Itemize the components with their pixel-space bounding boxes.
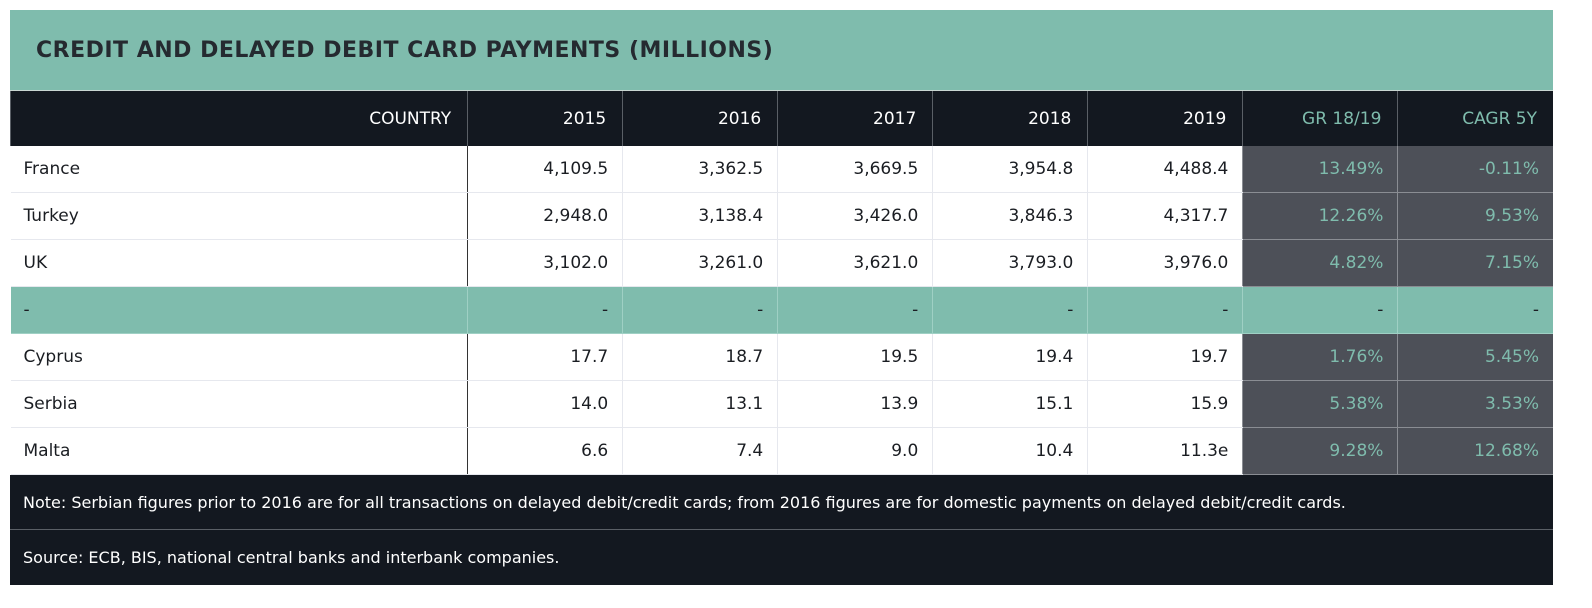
value-cell: 13.9 [777, 380, 933, 428]
value-cell: - [932, 286, 1088, 334]
table-title: CREDIT AND DELAYED DEBIT CARD PAYMENTS (… [10, 10, 1553, 91]
value-cell: 3,669.5 [777, 146, 933, 193]
growth-cell: 9.53% [1397, 192, 1553, 240]
value-cell: 4,488.4 [1087, 146, 1243, 193]
table-row: Cyprus 17.7 18.7 19.5 19.4 19.7 1.76% 5.45% [10, 333, 1553, 381]
value-cell: 15.9 [1087, 380, 1243, 428]
value-cell: 19.5 [777, 333, 933, 381]
value-cell: - [777, 286, 933, 334]
value-cell: 3,846.3 [932, 192, 1088, 240]
country-cell: - [10, 286, 468, 334]
value-cell: - [1087, 286, 1243, 334]
column-header: COUNTRY [9, 91, 468, 146]
value-cell: 14.0 [467, 380, 623, 428]
column-header: 2016 [622, 91, 778, 146]
value-cell: 7.4 [622, 427, 778, 475]
value-cell: 3,362.5 [622, 146, 778, 193]
table-row: France 4,109.5 3,362.5 3,669.5 3,954.8 4,488.… [10, 146, 1553, 193]
header-row: COUNTRY 2015 2016 2017 2018 2019 GR 18/19 CAGR … [9, 91, 1553, 146]
column-header: 2017 [777, 91, 933, 146]
value-cell: 3,954.8 [932, 146, 1088, 193]
column-header: 2015 [467, 91, 623, 146]
growth-cell: 7.15% [1397, 239, 1553, 287]
value-cell: 4,109.5 [467, 146, 623, 193]
country-cell: UK [10, 239, 468, 287]
divider-row: -------- [10, 286, 1553, 334]
table-row: Malta 6.6 7.4 9.0 10.4 11.3e 9.28% 12.68% [10, 427, 1553, 475]
table-row: Turkey 2,948.0 3,138.4 3,426.0 3,846.3 4,317.… [10, 192, 1553, 240]
table-note: Note: Serbian figures prior to 2016 are … [10, 475, 1553, 530]
value-cell: 3,621.0 [777, 239, 933, 287]
value-cell: 17.7 [467, 333, 623, 381]
growth-cell: 12.68% [1397, 427, 1553, 475]
growth-cell: - [1397, 286, 1553, 334]
table-row: Serbia 14.0 13.1 13.9 15.1 15.9 5.38% 3.53% [10, 380, 1553, 428]
value-cell: - [467, 286, 623, 334]
growth-cell: 9.28% [1242, 427, 1398, 475]
value-cell: 6.6 [467, 427, 623, 475]
table-source: Source: ECB, BIS, national central banks… [10, 530, 1553, 585]
column-header: GR 18/19 [1242, 91, 1398, 146]
value-cell: 10.4 [932, 427, 1088, 475]
value-cell: 3,426.0 [777, 192, 933, 240]
value-cell: 3,102.0 [467, 239, 623, 287]
growth-cell: 5.45% [1397, 333, 1553, 381]
growth-cell: - [1242, 286, 1398, 334]
value-cell: 3,138.4 [622, 192, 778, 240]
column-header: 2019 [1087, 91, 1243, 146]
value-cell: 4,317.7 [1087, 192, 1243, 240]
table-row: UK 3,102.0 3,261.0 3,621.0 3,793.0 3,976.0 4.8… [10, 239, 1553, 287]
growth-cell: 3.53% [1397, 380, 1553, 428]
country-cell: Malta [10, 427, 468, 475]
value-cell: 19.4 [932, 333, 1088, 381]
value-cell: 15.1 [932, 380, 1088, 428]
growth-cell: -0.11% [1397, 146, 1553, 193]
growth-cell: 5.38% [1242, 380, 1398, 428]
country-cell: Cyprus [10, 333, 468, 381]
value-cell: 9.0 [777, 427, 933, 475]
value-cell: - [622, 286, 778, 334]
value-cell: 3,793.0 [932, 239, 1088, 287]
value-cell: 3,261.0 [622, 239, 778, 287]
country-cell: Serbia [10, 380, 468, 428]
country-cell: France [10, 146, 468, 193]
column-header: CAGR 5Y [1397, 91, 1553, 146]
value-cell: 2,948.0 [467, 192, 623, 240]
value-cell: 3,976.0 [1087, 239, 1243, 287]
value-cell: 19.7 [1087, 333, 1243, 381]
payments-table-card: CREDIT AND DELAYED DEBIT CARD PAYMENTS (… [9, 10, 1553, 585]
value-cell: 13.1 [622, 380, 778, 428]
growth-cell: 13.49% [1242, 146, 1398, 193]
growth-cell: 1.76% [1242, 333, 1398, 381]
country-cell: Turkey [10, 192, 468, 240]
growth-cell: 4.82% [1242, 239, 1398, 287]
growth-cell: 12.26% [1242, 192, 1398, 240]
payments-table: COUNTRY 2015 2016 2017 2018 2019 GR 18/19 CAGR … [9, 91, 1553, 475]
value-cell: 11.3e [1087, 427, 1243, 475]
column-header: 2018 [932, 91, 1088, 146]
value-cell: 18.7 [622, 333, 778, 381]
